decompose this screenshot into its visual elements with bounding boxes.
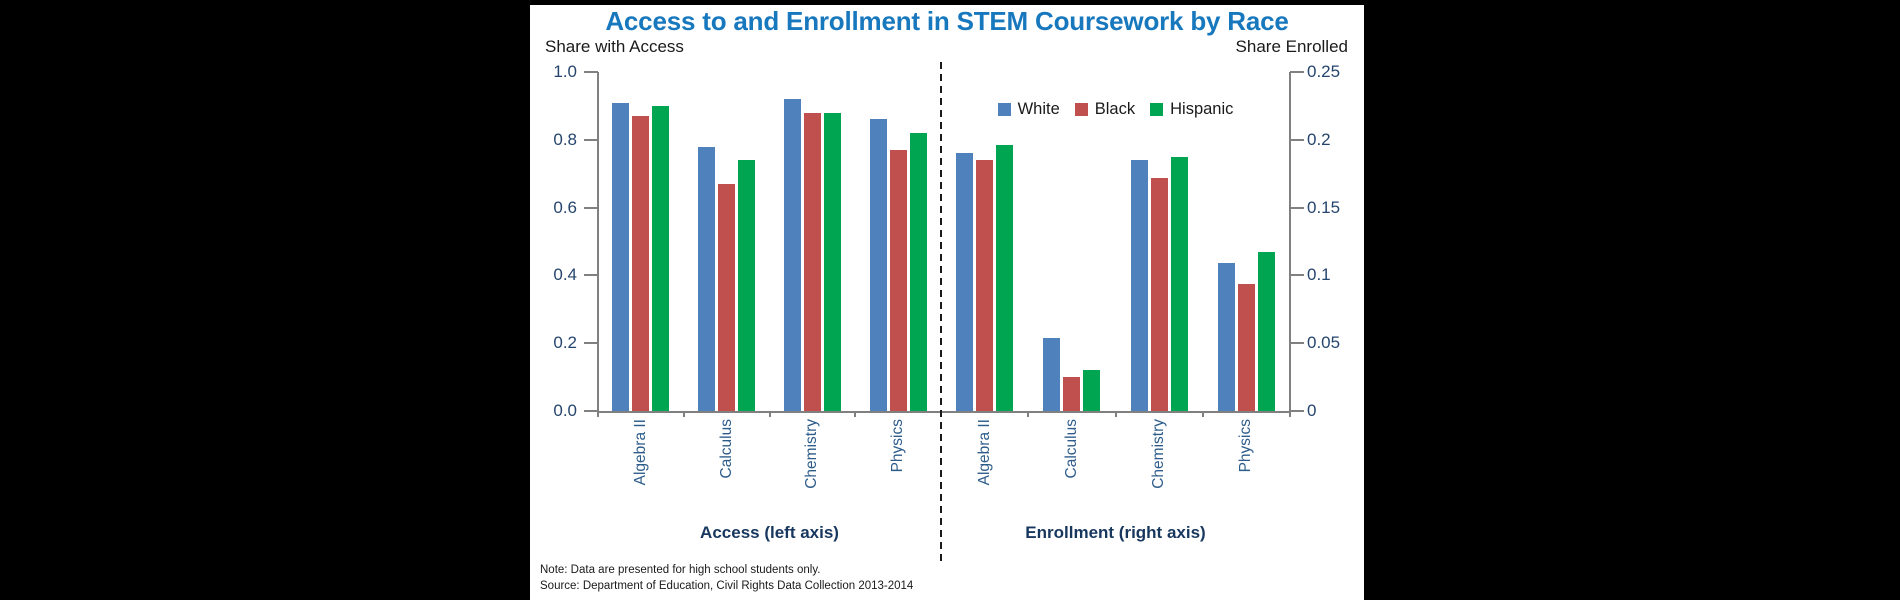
y-tick-label-right: 0.05 (1307, 333, 1341, 353)
legend-item-white: White (997, 100, 1060, 119)
bar-white-algebra-ii (956, 153, 974, 411)
bar-white-calculus (698, 147, 716, 411)
note-line: Note: Data are presented for high school… (540, 564, 821, 576)
bar-hispanic-algebra-ii (996, 145, 1014, 411)
bar-white-calculus (1043, 338, 1061, 411)
bar-black-calculus (718, 184, 736, 411)
bar-white-chemistry (1130, 160, 1148, 411)
left-axis-title: Share with Access (545, 37, 684, 56)
x-tick (768, 411, 771, 417)
y-tick-right (1290, 71, 1304, 73)
y-tick-label-right: 0.1 (1307, 265, 1331, 285)
legend-label-white: White (1017, 100, 1060, 118)
legend-swatch-hispanic-icon (1150, 103, 1164, 116)
y-tick-right (1290, 410, 1304, 412)
bar-black-calculus (1063, 377, 1081, 411)
group-label-access: Access (left axis) (700, 523, 839, 542)
y-tick-label-left: 0.4 (553, 265, 577, 285)
y-tick-left (584, 342, 598, 345)
y-axis-right (1289, 72, 1291, 411)
legend: White Black Hispanic (941, 100, 1290, 119)
y-tick-label-left: 0.2 (553, 333, 577, 353)
x-tick (854, 411, 857, 417)
bar-white-physics (1217, 263, 1235, 411)
bar-hispanic-calculus (738, 160, 756, 411)
bar-hispanic-chemistry (1170, 157, 1188, 411)
x-tick (1289, 411, 1291, 417)
y-tick-label-right: 0 (1307, 401, 1317, 420)
y-tick-right (1290, 274, 1304, 277)
bar-white-algebra-ii (612, 103, 630, 411)
bar-white-physics (869, 119, 887, 411)
y-tick-left (584, 274, 598, 277)
y-tick-label-right: 0.25 (1307, 62, 1341, 81)
bar-black-algebra-ii (632, 116, 650, 411)
bar-hispanic-chemistry (823, 113, 841, 411)
x-axis (598, 411, 1290, 413)
chart-title: Access to and Enrollment in STEM Coursew… (605, 6, 1289, 36)
category-label: Algebra II (975, 419, 993, 486)
legend-label-hispanic: Hispanic (1170, 100, 1234, 118)
legend-swatch-white-icon (997, 103, 1011, 116)
y-tick-label-left: 0.6 (553, 197, 577, 217)
bar-hispanic-algebra-ii (652, 106, 670, 411)
bar-hispanic-calculus (1083, 370, 1101, 411)
bar-black-physics (1237, 284, 1255, 411)
category-label: Calculus (1062, 419, 1080, 479)
x-tick (1027, 411, 1030, 417)
group-label-enrollment: Enrollment (right axis) (1025, 523, 1206, 542)
bar-white-chemistry (783, 99, 801, 411)
category-label: Physics (1237, 419, 1255, 473)
category-label: Algebra II (631, 419, 649, 486)
y-tick-left (584, 138, 598, 141)
y-tick-right (1290, 206, 1304, 209)
bar-black-chemistry (803, 113, 821, 411)
category-label: Chemistry (1150, 419, 1168, 489)
bar-hispanic-physics (909, 133, 927, 411)
chart-panel: Access to and Enrollment in STEM Coursew… (530, 0, 1364, 600)
y-tick-label-left: 0.8 (553, 129, 577, 149)
y-tick-label-left: 1.0 (553, 62, 577, 81)
bar-black-physics (889, 150, 907, 411)
x-tick (1201, 411, 1204, 417)
legend-swatch-black-icon (1074, 103, 1088, 116)
plot-area: 1.0 0.8 0.6 0.4 0.2 0.0 Algebra II Calculus Chem… (530, 0, 1364, 600)
bar-hispanic-physics (1257, 252, 1275, 411)
right-axis-title: Share Enrolled (1235, 37, 1348, 56)
panel-divider-dashed-line (940, 62, 942, 565)
y-tick-label-right: 0.2 (1307, 129, 1331, 149)
bar-black-algebra-ii (976, 160, 994, 411)
y-tick-label-left: 0.0 (553, 401, 577, 420)
y-tick-left (584, 410, 598, 412)
y-tick-label-right: 0.15 (1307, 197, 1341, 217)
y-tick-left (584, 206, 598, 209)
category-label: Physics (889, 419, 907, 473)
x-tick (597, 411, 599, 417)
legend-item-hispanic: Hispanic (1150, 100, 1233, 119)
y-axis-left (597, 72, 599, 411)
legend-label-black: Black (1094, 100, 1136, 118)
bar-black-chemistry (1150, 178, 1168, 411)
y-tick-left (584, 71, 598, 73)
source-line: Source: Department of Education, Civil R… (540, 580, 914, 592)
y-tick-right (1290, 138, 1304, 141)
y-tick-right (1290, 342, 1304, 345)
x-tick (1114, 411, 1117, 417)
category-label: Calculus (717, 419, 735, 479)
category-label: Chemistry (803, 419, 821, 489)
top-strip (530, 0, 1364, 5)
x-tick (682, 411, 685, 417)
legend-item-black: Black (1074, 100, 1136, 119)
